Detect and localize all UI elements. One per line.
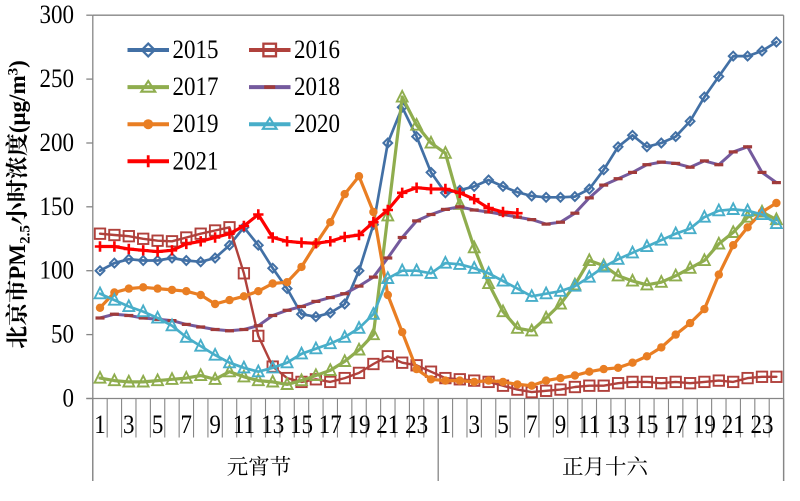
svg-text:9: 9 — [209, 411, 220, 440]
svg-text:3: 3 — [123, 411, 134, 440]
svg-text:200: 200 — [40, 129, 74, 158]
svg-text:15: 15 — [635, 411, 658, 440]
svg-text:1: 1 — [94, 411, 105, 440]
svg-text:23: 23 — [751, 411, 774, 440]
svg-text:250: 250 — [40, 65, 74, 94]
svg-text:19: 19 — [693, 411, 716, 440]
svg-text:11: 11 — [578, 411, 600, 440]
svg-text:(μg/m: (μg/m — [5, 75, 30, 133]
svg-text:2017: 2017 — [173, 73, 219, 102]
svg-text:21: 21 — [376, 411, 399, 440]
svg-text:300: 300 — [40, 1, 74, 30]
svg-text:17: 17 — [319, 411, 342, 440]
svg-text:3: 3 — [468, 411, 479, 440]
svg-text:3: 3 — [6, 68, 22, 76]
svg-text:23: 23 — [405, 411, 428, 440]
svg-text:2015: 2015 — [173, 36, 219, 65]
svg-text:13: 13 — [607, 411, 630, 440]
svg-text:2016: 2016 — [294, 36, 340, 65]
svg-text:5: 5 — [152, 411, 163, 440]
svg-text:5: 5 — [497, 411, 508, 440]
svg-text:PM: PM — [5, 244, 30, 280]
svg-text:100: 100 — [40, 256, 74, 285]
svg-text:17: 17 — [664, 411, 687, 440]
svg-text:9: 9 — [555, 411, 566, 440]
svg-text:2020: 2020 — [294, 110, 340, 139]
svg-text:21: 21 — [722, 411, 745, 440]
svg-text:15: 15 — [290, 411, 313, 440]
svg-text:7: 7 — [526, 411, 537, 440]
svg-text:): ) — [5, 60, 30, 68]
svg-text:50: 50 — [51, 320, 74, 349]
svg-text:0: 0 — [63, 384, 74, 413]
svg-text:2018: 2018 — [294, 73, 340, 102]
svg-text:13: 13 — [261, 411, 284, 440]
svg-text:150: 150 — [40, 193, 74, 222]
svg-text:7: 7 — [181, 411, 192, 440]
svg-text:2019: 2019 — [173, 110, 219, 139]
svg-text:2021: 2021 — [173, 147, 219, 176]
svg-text:2.5: 2.5 — [18, 225, 34, 244]
svg-text:1: 1 — [440, 411, 451, 440]
svg-text:19: 19 — [348, 411, 371, 440]
svg-text:11: 11 — [233, 411, 255, 440]
